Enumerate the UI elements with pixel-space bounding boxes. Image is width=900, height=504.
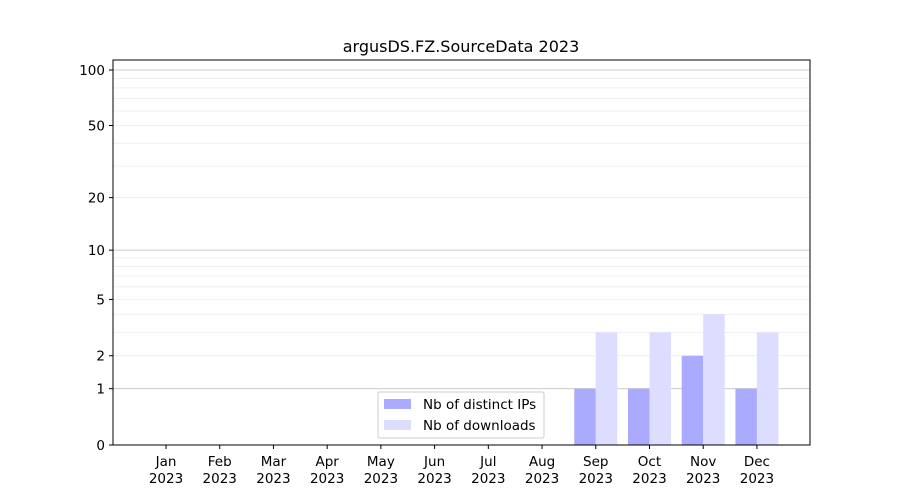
x-tick-label-month: Jun xyxy=(423,454,445,470)
bar-ips xyxy=(735,388,757,445)
bar-ips xyxy=(681,355,704,445)
x-tick-label-year: 2023 xyxy=(632,471,666,487)
y-tick-label: 50 xyxy=(88,119,105,135)
x-tick-label-month: Mar xyxy=(261,454,287,470)
y-tick-label: 10 xyxy=(88,243,105,259)
bar-downloads xyxy=(595,332,618,445)
y-tick-label: 2 xyxy=(96,349,105,365)
x-tick-label-year: 2023 xyxy=(256,471,290,487)
x-tick-label-year: 2023 xyxy=(417,471,451,487)
legend-label-downloads: Nb of downloads xyxy=(423,418,536,434)
legend-swatch-downloads xyxy=(384,420,411,430)
legend-swatch-ips xyxy=(384,399,411,409)
x-tick-label-month: Feb xyxy=(208,454,232,470)
gridlines xyxy=(113,69,810,390)
x-tick-label-year: 2023 xyxy=(579,471,613,487)
x-tick-label-year: 2023 xyxy=(203,471,237,487)
y-tick-label: 20 xyxy=(88,191,105,207)
y-tick-label: 5 xyxy=(96,292,105,308)
legend: Nb of distinct IPs Nb of downloads xyxy=(377,391,545,439)
bar-ips xyxy=(627,388,650,445)
x-tick-label-month: Dec xyxy=(744,454,770,470)
x-tick-label-month: Aug xyxy=(529,454,555,470)
x-tick-label-year: 2023 xyxy=(740,471,774,487)
x-tick-label-month: Apr xyxy=(315,454,339,470)
bar-downloads xyxy=(703,314,725,445)
y-axis: 0 1 2 5 10 20 50 100 xyxy=(79,63,113,454)
x-axis: Jan2023Feb2023Mar2023Apr2023May2023Jun20… xyxy=(149,445,774,487)
plot-frame xyxy=(112,59,811,446)
legend-frame xyxy=(377,391,545,439)
x-tick-label-month: May xyxy=(367,454,395,470)
chart-title: argusDS.FZ.SourceData 2023 xyxy=(343,37,580,56)
x-tick-label-month: Nov xyxy=(690,454,716,470)
bar-downloads xyxy=(756,332,779,445)
x-tick-label-year: 2023 xyxy=(310,471,344,487)
x-tick-label-year: 2023 xyxy=(364,471,398,487)
bars xyxy=(574,314,779,445)
x-tick-label-month: Jan xyxy=(155,454,177,470)
x-tick-label-month: Oct xyxy=(638,454,661,470)
bar-downloads xyxy=(649,332,671,445)
bar-ips xyxy=(574,388,596,445)
y-tick-label: 100 xyxy=(79,63,105,79)
y-tick-label: 0 xyxy=(96,438,105,454)
x-tick-label-month: Sep xyxy=(583,454,608,470)
y-tick-label: 1 xyxy=(96,382,105,398)
x-tick-label-year: 2023 xyxy=(525,471,559,487)
x-tick-label-year: 2023 xyxy=(471,471,505,487)
x-tick-label-year: 2023 xyxy=(686,471,720,487)
x-tick-label-month: Jul xyxy=(479,454,496,470)
x-tick-label-year: 2023 xyxy=(149,471,183,487)
legend-label-ips: Nb of distinct IPs xyxy=(423,397,536,413)
